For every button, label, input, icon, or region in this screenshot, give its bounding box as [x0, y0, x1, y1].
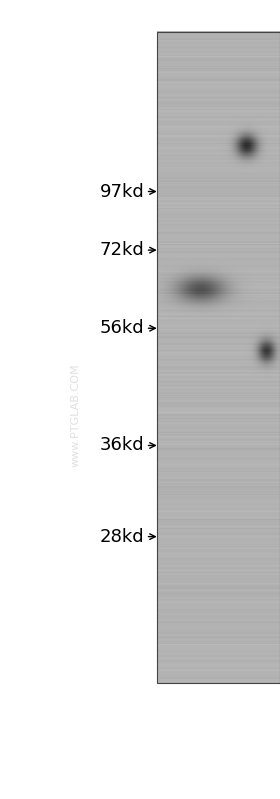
Text: 72kd: 72kd [99, 241, 144, 259]
Text: 36kd: 36kd [100, 436, 144, 455]
Text: 56kd: 56kd [100, 320, 144, 337]
Text: www.PTGLAB.COM: www.PTGLAB.COM [71, 364, 81, 467]
Text: 28kd: 28kd [100, 527, 144, 546]
Bar [157, 32, 280, 683]
Text: 97kd: 97kd [99, 182, 144, 201]
